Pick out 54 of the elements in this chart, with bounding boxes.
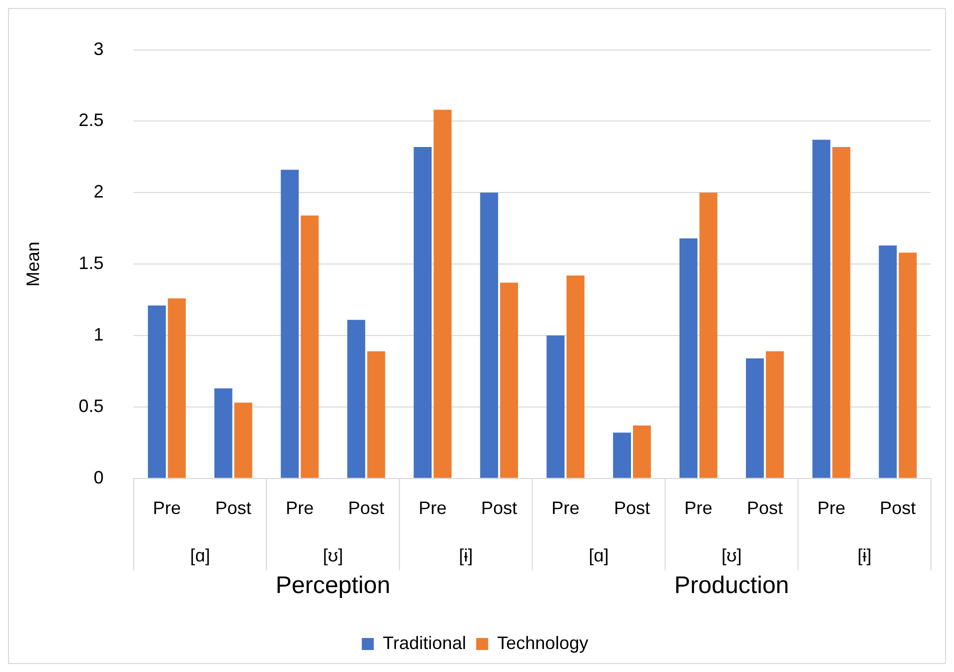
bar — [613, 432, 631, 478]
text: [ɨ] — [858, 545, 872, 566]
bar — [414, 146, 432, 478]
bar — [234, 402, 252, 478]
bar — [546, 336, 565, 478]
text: [ʊ] — [322, 545, 344, 566]
bar — [148, 306, 166, 478]
x-tick-label: Post — [880, 498, 916, 518]
text: [ʊ] — [722, 545, 742, 566]
bar — [898, 252, 917, 478]
x-tick-label: Pre — [817, 498, 846, 518]
x-tick-label: Post — [215, 498, 252, 518]
text: [ɑ] — [588, 545, 609, 566]
bar — [347, 320, 366, 478]
bar — [434, 110, 452, 478]
x-tick-label: Pre — [286, 498, 314, 518]
bar — [832, 146, 850, 478]
x-tick-label: Post — [348, 498, 384, 518]
y-tick-label: 2.5 — [78, 110, 104, 130]
bar — [367, 351, 386, 478]
y-tick-label: 0.5 — [78, 396, 104, 416]
x-tick-label: Post — [614, 498, 650, 518]
text: [ɑ] — [190, 545, 210, 566]
bar — [300, 216, 319, 478]
y-tick-label: 1 — [94, 324, 104, 344]
x-tick-label: Pre — [684, 498, 712, 518]
y-tick-label: 0 — [94, 467, 104, 488]
y-tick-label: 3 — [94, 38, 104, 59]
bar — [699, 192, 718, 478]
y-tick-label: 1.5 — [78, 253, 104, 274]
bar — [168, 298, 186, 478]
bar — [679, 238, 698, 478]
y-tick-label: 2 — [94, 182, 104, 202]
legend-label: Traditional — [382, 632, 466, 653]
bar — [766, 351, 784, 478]
bar — [566, 276, 584, 478]
bar — [632, 426, 651, 478]
x-tick-label: Post — [481, 498, 518, 518]
y-axis-title: Mean — [22, 242, 43, 287]
legend-label: Technology — [497, 632, 588, 653]
x-tick-label: Post — [746, 498, 783, 518]
x-tick-label: Pre — [152, 498, 181, 518]
bar — [746, 358, 764, 478]
x-tick-label: Pre — [418, 498, 447, 518]
bar — [500, 282, 518, 478]
bar — [280, 170, 299, 478]
text: Perception — [276, 572, 390, 600]
bar — [812, 140, 830, 478]
x-tick-label: Pre — [552, 498, 580, 518]
bar — [480, 192, 498, 478]
text: Production — [674, 572, 790, 600]
text: [ɨ] — [458, 545, 473, 566]
bar — [878, 246, 897, 478]
bar — [214, 388, 232, 478]
